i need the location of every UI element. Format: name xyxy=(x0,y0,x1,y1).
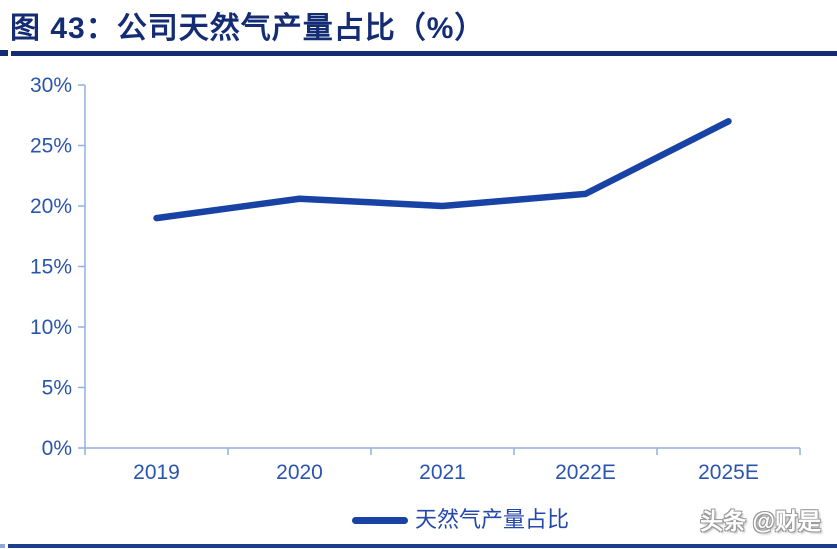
y-tick-label: 20% xyxy=(30,195,72,218)
y-tick-label: 15% xyxy=(30,256,72,279)
title-rule xyxy=(11,51,837,56)
bottom-rule-accent xyxy=(0,544,5,548)
page-title: 图 43：公司天然气产量占比（%） xyxy=(10,12,486,45)
y-tick-label: 10% xyxy=(30,316,72,339)
x-tick-label: 2022E xyxy=(555,461,616,484)
title-rule-accent xyxy=(0,50,8,56)
x-tick-label: 2025E xyxy=(698,461,759,484)
x-tick-label: 2020 xyxy=(276,461,323,484)
x-tick-label: 2019 xyxy=(133,461,180,484)
legend-line-swatch xyxy=(352,516,408,524)
y-tick-label: 0% xyxy=(42,437,72,460)
legend-label: 天然气产量占比 xyxy=(415,507,570,532)
watermark: 头条 @财是 xyxy=(700,508,821,534)
bottom-rule xyxy=(8,544,837,548)
series-line xyxy=(153,118,732,222)
y-tick-label: 30% xyxy=(30,74,72,97)
chart-legend: 天然气产量占比 xyxy=(352,508,569,532)
y-tick-label: 5% xyxy=(42,377,72,400)
y-tick-label: 25% xyxy=(30,135,72,158)
x-tick-label: 2021 xyxy=(419,461,466,484)
